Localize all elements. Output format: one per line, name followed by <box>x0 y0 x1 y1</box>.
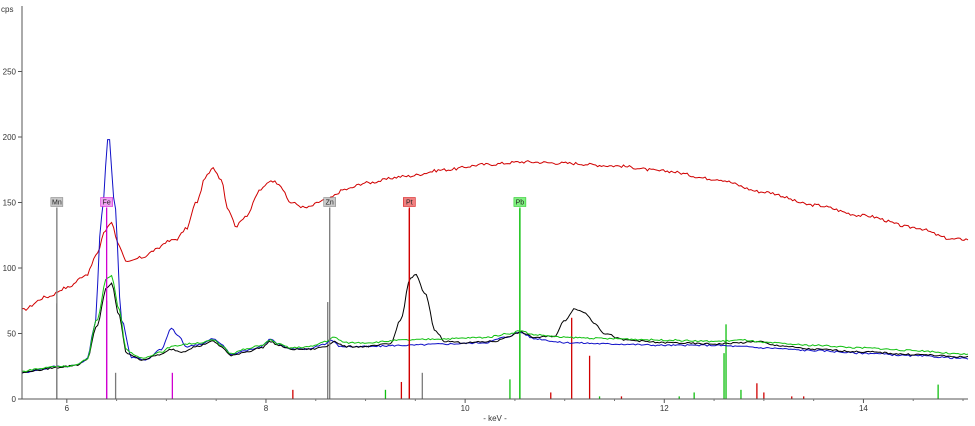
x-tick-label: 10 <box>461 404 470 413</box>
spectrum-series-line <box>21 160 969 311</box>
x-tick-group: 6 8 10 12 14 <box>65 399 964 413</box>
element-tag-label: Pt <box>406 200 413 207</box>
y-axis-title: cps <box>1 5 13 14</box>
spectrum-series-line <box>21 273 969 374</box>
element-tag-box[interactable] <box>403 197 416 207</box>
x-tick-label: 8 <box>264 404 269 413</box>
y-tick-label: 100 <box>3 264 17 273</box>
x-axis-title: - keV - <box>483 414 507 423</box>
x-tick-label: 6 <box>65 404 70 413</box>
y-tick-label: 250 <box>3 68 17 77</box>
y-tick-label: 150 <box>3 199 17 208</box>
y-tick-group: 0 50 100 150 200 250 <box>3 68 22 404</box>
x-tick-label: 14 <box>859 404 868 413</box>
element-tag-label: Pb <box>516 200 525 207</box>
x-tick-label: 12 <box>660 404 669 413</box>
element-tag-box[interactable] <box>50 197 64 207</box>
element-tag-label: Fe <box>103 200 111 207</box>
y-tick-label: 200 <box>3 133 17 142</box>
y-tick-label: 50 <box>7 330 16 339</box>
spectrum-series-line <box>21 274 969 373</box>
element-marker-group: Mn Fe Zn Pt Pb <box>50 197 527 399</box>
spectrum-series-line <box>21 139 969 374</box>
series-group <box>21 139 969 374</box>
element-tag-box[interactable] <box>513 197 527 207</box>
y-tick-label: 0 <box>12 395 17 404</box>
element-tag-label: Mn <box>52 200 62 207</box>
element-tag-label: Zn <box>326 200 334 207</box>
element-tag-box[interactable] <box>100 197 113 207</box>
element-tag-box[interactable] <box>323 197 336 207</box>
